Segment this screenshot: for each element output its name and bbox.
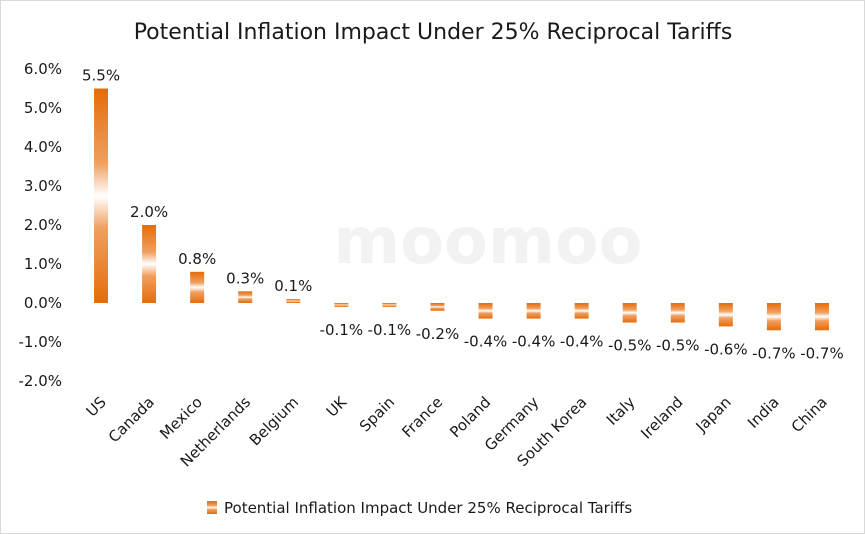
- bar: [382, 303, 397, 307]
- x-tick-label: India: [744, 393, 783, 432]
- x-tick-label: Canada: [105, 393, 158, 446]
- y-tick-label: -1.0%: [18, 333, 62, 351]
- data-label: -0.4%: [560, 333, 604, 351]
- y-tick-label: 0.0%: [24, 294, 62, 312]
- y-tick-label: 5.0%: [24, 99, 62, 117]
- data-label: -0.5%: [608, 337, 652, 355]
- watermark-text: moomoo: [333, 205, 642, 279]
- data-label: -0.7%: [800, 344, 844, 362]
- data-label: 0.3%: [226, 269, 264, 287]
- data-label: -0.5%: [656, 337, 700, 355]
- data-label: -0.6%: [704, 340, 748, 358]
- data-label: -0.4%: [464, 333, 508, 351]
- bar: [478, 303, 493, 319]
- chart-title: Potential Inflation Impact Under 25% Rec…: [134, 20, 733, 45]
- bar: [622, 303, 637, 323]
- data-label: -0.1%: [368, 321, 412, 339]
- x-tick-label: UK: [323, 392, 351, 420]
- y-tick-label: 4.0%: [24, 138, 62, 156]
- bar-series: [94, 88, 829, 331]
- data-labels: 5.5%2.0%0.8%0.3% 0.1%-0.1% -0.1% -0.2% -0.4%…: [82, 67, 844, 363]
- bar: [574, 303, 589, 319]
- bar: [286, 299, 301, 303]
- bar: [190, 271, 205, 303]
- data-label: -0.4%: [512, 333, 556, 351]
- legend-swatch: [207, 501, 217, 514]
- x-tick-label: Spain: [356, 393, 398, 435]
- data-label: 0.1%: [274, 277, 312, 295]
- y-tick-label: 2.0%: [24, 216, 62, 234]
- bar: [718, 303, 733, 327]
- bar: [238, 291, 253, 303]
- bar: [814, 303, 829, 331]
- y-tick-label: 3.0%: [24, 177, 62, 195]
- legend: Potential Inflation Impact Under 25% Rec…: [207, 499, 632, 517]
- y-tick-label: -2.0%: [18, 372, 62, 390]
- data-label: 0.8%: [178, 250, 216, 268]
- x-tick-label: Poland: [446, 393, 494, 441]
- x-tick-label: Belgium: [246, 393, 302, 449]
- y-axis: 6.0% 5.0% 4.0% 3.0% 2.0% 1.0% 0.0% -1.0% -2.0%: [18, 60, 62, 390]
- x-tick-label: Italy: [603, 393, 639, 429]
- bar: [670, 303, 685, 323]
- data-label: -0.7%: [752, 344, 796, 362]
- y-tick-label: 6.0%: [24, 60, 62, 78]
- bar: [430, 303, 445, 311]
- data-label: -0.1%: [320, 321, 364, 339]
- bar: [94, 88, 109, 303]
- bar: [766, 303, 781, 331]
- x-tick-label: France: [398, 393, 446, 441]
- data-label: 2.0%: [130, 203, 168, 221]
- legend-label: Potential Inflation Impact Under 25% Rec…: [224, 499, 632, 517]
- bar: [142, 225, 157, 303]
- y-tick-label: 1.0%: [24, 255, 62, 273]
- x-tick-label: US: [83, 393, 110, 420]
- data-label: -0.2%: [416, 325, 460, 343]
- x-tick-label: Ireland: [637, 393, 686, 442]
- bar: [526, 303, 541, 319]
- x-tick-label: China: [788, 393, 831, 436]
- bar: [334, 303, 349, 307]
- data-label: 5.5%: [82, 67, 120, 85]
- x-tick-label: Japan: [692, 393, 735, 436]
